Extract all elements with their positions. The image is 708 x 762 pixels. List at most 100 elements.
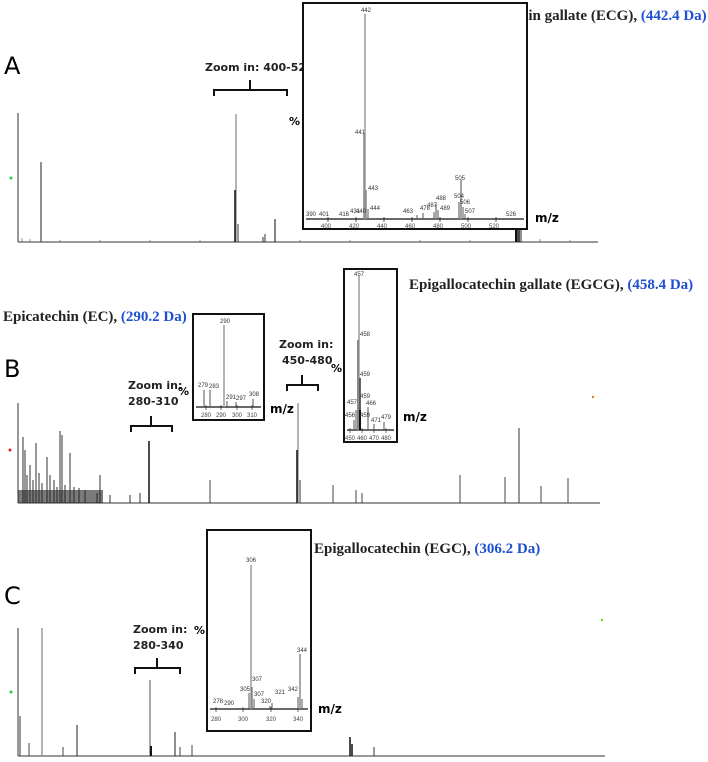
compound-mass: (442.4 Da) [640,8,707,24]
zoom-label-b1: Zoom in: 280-310 [128,378,182,410]
svg-text:456: 456 [345,413,356,419]
zoom-label-b2: Zoom in: 450-480 [279,337,333,369]
panel-letter-a: A [4,52,21,80]
zoom-range-text: Zoom in: 400-520 [205,61,314,74]
zoom-bracket-b2 [286,375,319,391]
compound-mass: (290.2 Da) [120,309,187,325]
main-spectrum-a [9,113,598,243]
svg-text:488: 488 [436,196,447,202]
y-axis-percent-label-b2: % [331,362,343,375]
svg-text:283: 283 [209,384,220,390]
panel-letter-c: C [4,582,21,610]
svg-text:507: 507 [465,209,476,215]
svg-text:390: 390 [306,212,317,218]
svg-text:442: 442 [361,8,372,14]
compound-mass: (458.4 Da) [627,277,694,293]
svg-text:460: 460 [405,224,416,230]
svg-text:279: 279 [198,383,209,389]
svg-text:305: 305 [240,687,251,693]
svg-text:431: 431 [350,209,361,215]
inset-spectrum-a: 400 420 440 460 480 500 520 442 441 443 444… [306,8,524,230]
svg-text:400: 400 [321,224,332,230]
svg-text:471: 471 [371,418,382,424]
svg-text:504: 504 [454,194,465,200]
svg-text:310: 310 [247,413,258,419]
svg-text:460: 460 [357,436,368,442]
x-axis-mz-label-b1: m/z [270,402,294,416]
zoom-range-text: 280-340 [133,639,184,652]
svg-text:459: 459 [360,372,371,378]
zoom-range-text: 280-310 [128,395,179,408]
svg-text:297: 297 [236,396,247,402]
svg-text:520: 520 [489,224,500,230]
svg-text:307: 307 [254,692,265,698]
compound-mass: (306.2 Da) [474,541,541,557]
zoom-bracket-a [213,80,288,96]
main-spectrum-c [9,618,605,757]
svg-text:444: 444 [370,206,381,212]
x-axis-mz-label-c: m/z [318,702,342,716]
compound-name: Epicatechin (EC), [3,309,118,325]
compound-title-egc: Epigallocatechin (EGC), (306.2 Da) [314,541,540,558]
y-axis-percent-label-b1: % [178,385,190,398]
svg-text:457: 457 [354,272,365,278]
svg-text:306: 306 [246,558,257,564]
svg-text:459: 459 [360,394,371,400]
zoom-range-text: 450-480 [282,354,333,367]
svg-text:280: 280 [201,413,212,419]
svg-text:506: 506 [460,200,471,206]
zoom-bracket-b1 [130,416,173,432]
inset-box-c [206,529,312,732]
svg-text:459: 459 [360,413,371,419]
y-axis-percent-label-c: % [194,624,206,637]
svg-text:463: 463 [403,209,414,215]
svg-text:526: 526 [506,212,517,218]
svg-text:443: 443 [368,186,379,192]
svg-text:290: 290 [224,701,235,707]
svg-text:300: 300 [232,413,243,419]
svg-text:300: 300 [238,717,249,723]
zoom-label-line: Zoom in: [133,623,188,636]
inset-spectrum-b2: 450 460 470 480 457 458 459 459 457 466 45… [345,272,394,442]
svg-text:505: 505 [455,176,466,182]
svg-text:480: 480 [381,436,392,442]
svg-text:441: 441 [355,130,366,136]
compound-title-ec: Epicatechin (EC), (290.2 Da) [3,309,187,326]
svg-text:440: 440 [356,209,367,215]
svg-text:290: 290 [220,319,231,325]
compound-title-egcg: Epigallocatechin gallate (EGCG), (458.4 … [409,277,693,294]
compound-name: Epigallocatechin gallate (EGCG), [409,277,624,293]
inset-box-b2 [343,268,398,443]
svg-text:487: 487 [427,203,438,209]
svg-text:401: 401 [319,212,330,218]
svg-text:478: 478 [420,206,431,212]
zoom-label-c: Zoom in: 280-340 [133,622,187,654]
svg-text:420: 420 [349,224,360,230]
svg-text:321: 321 [275,690,286,696]
svg-text:320: 320 [266,717,277,723]
main-spectrum-b [8,395,600,504]
svg-text:342: 342 [288,687,299,693]
svg-text:290: 290 [216,413,227,419]
inset-spectrum-c: 280 300 320 340 306 344 307 305 307 321 34… [210,558,308,723]
svg-text:416: 416 [339,212,350,218]
svg-text:280: 280 [211,717,222,723]
compound-name: Epigallocatechin (EGC), [314,541,471,557]
svg-text:480: 480 [433,224,444,230]
svg-text:344: 344 [297,648,308,654]
svg-text:307: 307 [252,677,263,683]
zoom-label-line: Zoom in: [279,338,334,351]
svg-text:466: 466 [366,401,377,407]
svg-text:500: 500 [461,224,472,230]
svg-text:308: 308 [249,392,260,398]
inset-spectrum-b1: 280 290 300 310 290 279 283 291 297 308 [196,319,261,419]
svg-text:440: 440 [377,224,388,230]
zoom-bracket-c [134,658,181,674]
zoom-label-line: Zoom in: [128,379,183,392]
svg-text:470: 470 [369,436,380,442]
svg-text:320: 320 [261,699,272,705]
y-axis-percent-label-a: % [289,115,301,128]
zoom-label-a: Zoom in: 400-520 [205,60,314,76]
svg-text:291: 291 [226,395,237,401]
svg-text:489: 489 [440,206,451,212]
